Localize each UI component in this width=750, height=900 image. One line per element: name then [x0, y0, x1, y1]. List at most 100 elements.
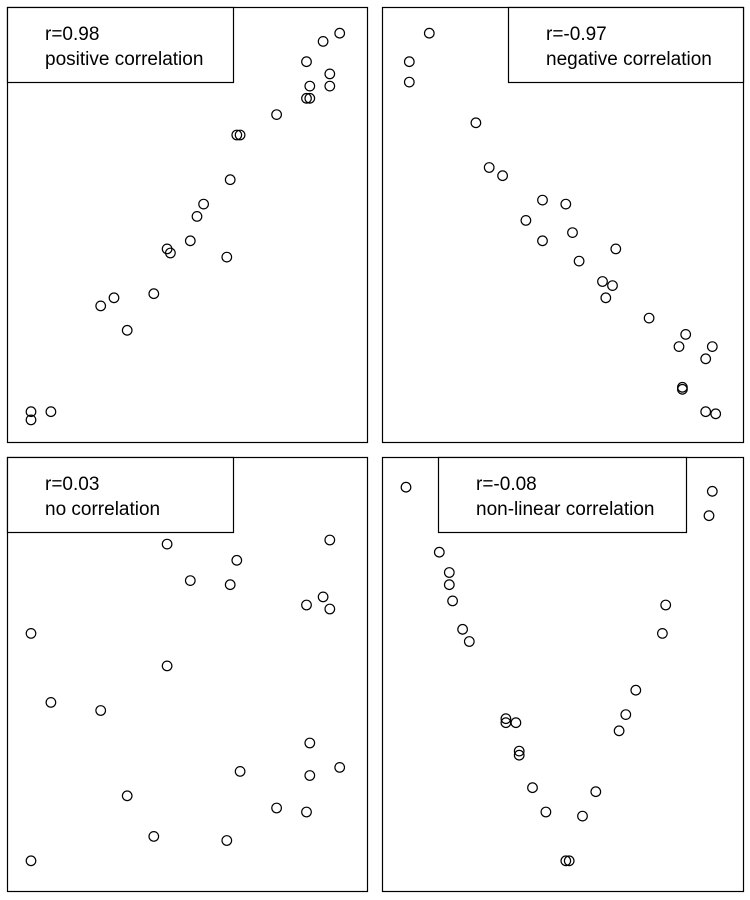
data-point	[198, 198, 210, 210]
data-point	[148, 831, 160, 842]
legend-box	[507, 6, 745, 84]
data-point	[164, 247, 176, 259]
data-point	[121, 324, 133, 336]
data-point	[513, 745, 525, 757]
data-point	[700, 406, 712, 418]
data-point	[221, 251, 233, 263]
data-point	[231, 129, 243, 141]
data-point	[497, 170, 509, 182]
data-point	[334, 27, 346, 39]
correlation-label: positive correlation	[45, 49, 203, 70]
data-point	[271, 109, 283, 120]
data-point	[567, 227, 578, 239]
correlation-value: r=-0.08	[476, 474, 537, 495]
data-point	[304, 92, 316, 104]
data-point	[324, 603, 336, 615]
data-point	[706, 341, 718, 353]
data-point	[630, 684, 642, 696]
legend: r=-0.97 negative correlation	[507, 6, 745, 84]
legend: r=0.98 positive correlation	[6, 6, 235, 84]
data-point	[443, 567, 455, 578]
data-point	[680, 329, 692, 340]
data-point	[597, 276, 608, 287]
data-point	[221, 835, 233, 846]
scatter-panel-2: r=-0.97 negative correlation	[381, 6, 745, 444]
data-point	[400, 481, 412, 493]
data-point	[324, 68, 336, 80]
correlation-value: r=-0.97	[546, 24, 607, 45]
data-point	[610, 243, 622, 255]
data-point	[304, 80, 316, 92]
data-point	[560, 855, 572, 867]
data-point	[443, 579, 455, 591]
data-point	[25, 855, 37, 867]
data-point	[324, 80, 336, 92]
data-point	[301, 56, 312, 68]
data-point	[710, 408, 722, 420]
data-point	[403, 56, 415, 68]
data-point	[706, 485, 718, 497]
data-point	[470, 117, 482, 129]
data-point	[271, 802, 283, 814]
data-point	[423, 27, 435, 39]
legend-box	[6, 6, 235, 84]
data-point	[520, 214, 532, 226]
data-point	[304, 737, 316, 749]
data-point	[643, 312, 655, 324]
data-point	[463, 636, 475, 647]
data-point	[527, 782, 538, 794]
data-point	[513, 749, 525, 761]
data-point	[620, 709, 632, 720]
data-point	[600, 292, 612, 304]
data-point	[607, 280, 618, 292]
data-point	[590, 786, 602, 798]
scatter-panel-3: r=0.03 no correlation	[6, 456, 369, 893]
data-point	[703, 510, 715, 522]
data-point	[25, 414, 37, 426]
data-point	[317, 36, 329, 47]
data-point	[184, 575, 196, 586]
data-point	[161, 538, 173, 550]
data-point	[673, 341, 685, 353]
data-point	[537, 235, 548, 247]
data-point	[573, 255, 585, 267]
data-point	[234, 129, 246, 141]
data-point	[433, 546, 445, 558]
data-point	[184, 235, 196, 247]
data-point	[560, 198, 572, 210]
data-point	[231, 554, 243, 566]
data-point	[224, 579, 236, 591]
data-point	[540, 806, 552, 818]
data-point	[108, 292, 120, 304]
data-point	[301, 599, 312, 611]
correlation-value: r=0.98	[45, 24, 99, 45]
data-point	[161, 660, 173, 672]
data-point	[25, 406, 37, 418]
data-point	[700, 353, 712, 365]
data-point	[191, 210, 203, 222]
data-point	[577, 810, 588, 822]
data-point	[510, 717, 522, 729]
data-point	[317, 591, 329, 603]
legend: r=-0.08 non-linear correlation	[437, 456, 688, 534]
data-point	[301, 806, 312, 818]
data-point	[224, 174, 236, 186]
data-point	[234, 766, 246, 777]
data-point	[25, 628, 37, 639]
data-point	[483, 162, 495, 173]
data-point	[613, 725, 625, 737]
data-point	[45, 406, 57, 418]
data-point	[304, 770, 316, 781]
correlation-value: r=0.03	[45, 474, 99, 495]
data-point	[45, 697, 57, 708]
data-point	[324, 534, 336, 546]
data-point	[447, 595, 459, 607]
legend-box	[6, 456, 235, 534]
data-point	[148, 288, 160, 300]
data-point	[121, 790, 133, 802]
data-point	[457, 623, 469, 635]
scatter-panel-1: r=0.98 positive correlation	[6, 6, 369, 444]
data-point	[95, 300, 107, 312]
data-point	[500, 713, 512, 725]
